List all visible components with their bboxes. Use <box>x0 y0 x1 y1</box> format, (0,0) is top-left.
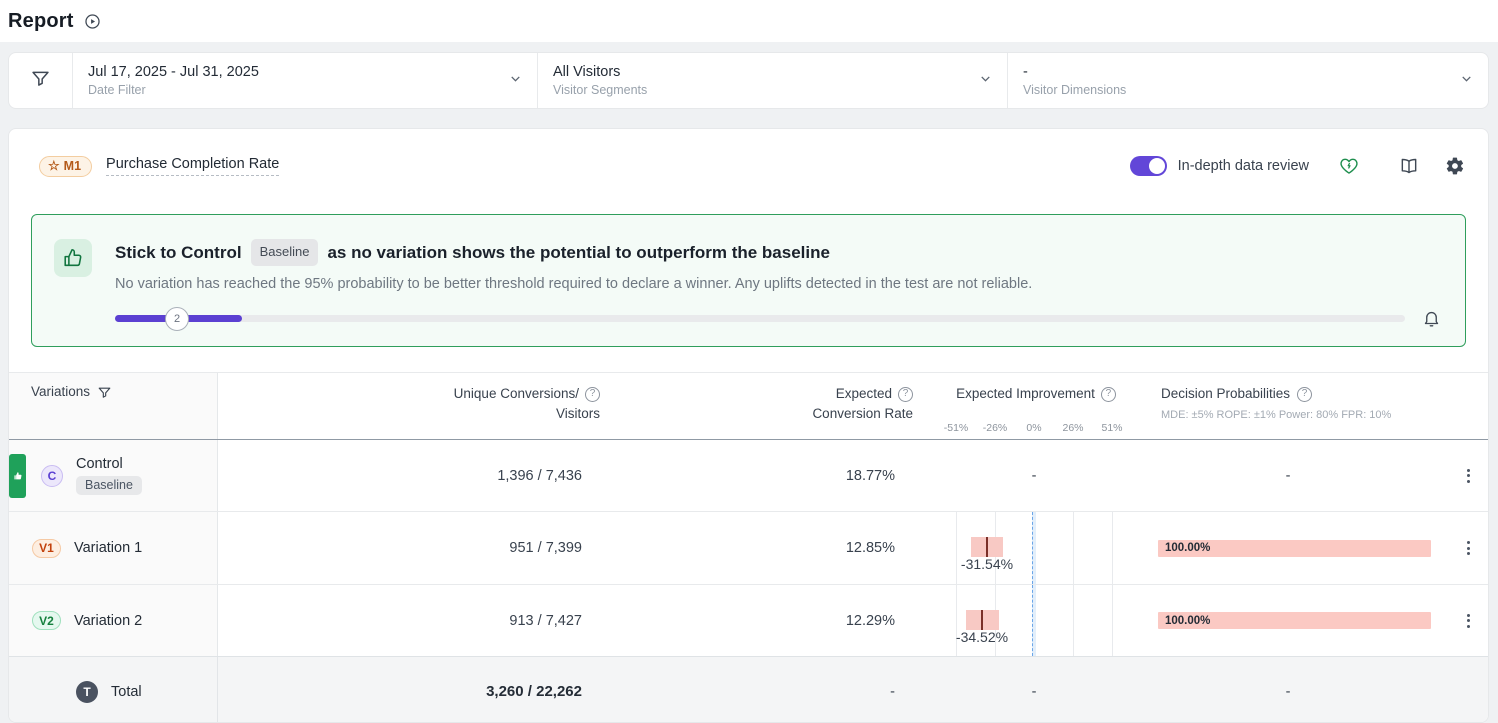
table-row-total: T Total 3,260 / 22,262 - - - <box>9 657 1488 722</box>
total-decision-cell: - <box>1141 657 1446 722</box>
confidence-interval-bar <box>966 610 999 630</box>
conversions-value: 1,396 / 7,436 <box>497 467 582 484</box>
kebab-menu-icon[interactable] <box>1446 541 1488 555</box>
variations-header: Variations <box>9 373 218 439</box>
conversions-header: Unique Conversions/ ? Visitors <box>453 386 600 421</box>
visitor-segments-dropdown[interactable]: All Visitors Visitor Segments <box>538 53 1008 108</box>
decision-cell: 100.00% <box>1141 512 1446 584</box>
variation-1-badge: V1 <box>32 538 61 558</box>
star-icon: ☆ <box>48 158 60 173</box>
chevron-down-icon <box>978 71 993 91</box>
help-icon[interactable]: ? <box>1297 386 1313 402</box>
settings-gear-icon[interactable] <box>1445 156 1465 176</box>
probability-bar: 100.00% <box>1158 539 1431 557</box>
filter-bar: Jul 17, 2025 - Jul 31, 2025 Date Filter … <box>8 52 1489 109</box>
health-heart-icon[interactable] <box>1339 156 1359 176</box>
confidence-interval-bar <box>971 537 1003 557</box>
play-circle-icon[interactable] <box>84 13 101 30</box>
filter-funnel-section[interactable] <box>9 53 73 108</box>
total-rate-value: - <box>648 657 931 722</box>
decision-probabilities-header: Decision Probabilities ? MDE: ±5% ROPE: … <box>1141 373 1446 439</box>
improvement-axis: -51% -26% 0% 26% 51% <box>943 422 1123 434</box>
total-badge: T <box>76 680 98 703</box>
decision-parameters: MDE: ±5% ROPE: ±1% Power: 80% FPR: 10% <box>1161 409 1392 421</box>
banner-subtitle: No variation has reached the 95% probabi… <box>115 276 1033 292</box>
zero-reference-line <box>1032 585 1036 656</box>
actions-header <box>1446 373 1488 439</box>
total-label: Total <box>111 683 142 700</box>
improvement-value: -34.52% <box>955 629 1009 645</box>
rate-value: 12.29% <box>845 612 895 629</box>
page-title: Report <box>8 9 74 32</box>
chevron-down-icon <box>1459 71 1474 91</box>
date-filter-label: Date Filter <box>88 83 146 97</box>
visitor-segments-label: Visitor Segments <box>553 83 648 97</box>
total-conversions-value: 3,260 / 22,262 <box>218 657 648 722</box>
metric-badge-label: M1 <box>63 158 82 173</box>
page-header: Report <box>0 0 1498 42</box>
table-row-variation-2: V2 Variation 2 913 / 7,427 12.29% -34.52… <box>9 585 1488 657</box>
kebab-menu-icon[interactable] <box>1446 468 1488 483</box>
table-row-variation-1: V1 Variation 1 951 / 7,399 12.85% -31.54… <box>9 512 1488 585</box>
bell-icon[interactable] <box>1422 309 1441 328</box>
date-filter-dropdown[interactable]: Jul 17, 2025 - Jul 31, 2025 Date Filter <box>73 53 538 108</box>
funnel-icon <box>30 68 51 94</box>
control-badge: C <box>41 464 63 487</box>
visitor-dimensions-label: Visitor Dimensions <box>1023 83 1127 97</box>
visitor-dimensions-dropdown[interactable]: - Visitor Dimensions <box>1008 53 1488 108</box>
metric-badge: ☆ M1 <box>39 155 93 177</box>
chevron-down-icon <box>508 71 523 91</box>
baseline-tag: Baseline <box>76 476 142 495</box>
visitor-segments-value: All Visitors <box>553 64 621 80</box>
docs-book-icon[interactable] <box>1399 156 1419 176</box>
zero-reference-line <box>1032 512 1036 584</box>
toggle-knob <box>1148 158 1165 174</box>
progress-track: 2 <box>115 306 1405 331</box>
improvement-chart: -34.52% <box>931 585 1141 656</box>
variation-name: Variation 1 <box>74 540 143 556</box>
conversions-value: 913 / 7,427 <box>509 612 582 629</box>
recommended-thumbs-up-tag <box>9 453 26 498</box>
variation-name: Variation 2 <box>74 612 143 629</box>
point-estimate-marker <box>986 537 988 557</box>
in-depth-toggle-label: In-depth data review <box>1177 158 1309 174</box>
in-depth-toggle[interactable] <box>1129 156 1167 176</box>
results-table: Variations Unique Conversions/ ? Visitor… <box>9 372 1488 722</box>
date-filter-value: Jul 17, 2025 - Jul 31, 2025 <box>88 64 259 80</box>
help-icon[interactable]: ? <box>1100 386 1116 402</box>
variation-name: Control <box>76 456 123 472</box>
rate-value: 18.77% <box>845 467 895 484</box>
progress-step-marker: 2 <box>165 306 189 331</box>
table-header: Variations Unique Conversions/ ? Visitor… <box>9 373 1488 440</box>
recommendation-banner: Stick to Control Baseline as no variatio… <box>31 214 1466 347</box>
variations-filter-icon[interactable] <box>97 385 112 400</box>
decision-cell: 100.00% <box>1141 585 1446 656</box>
conversions-value: 951 / 7,399 <box>509 540 582 556</box>
kebab-menu-icon[interactable] <box>1446 613 1488 628</box>
rate-value: 12.85% <box>845 540 895 556</box>
total-improvement-cell: - <box>931 657 1141 722</box>
probability-bar: 100.00% <box>1158 612 1431 629</box>
point-estimate-marker <box>981 610 983 630</box>
improvement-value: -31.54% <box>960 556 1014 572</box>
banner-title-pre: Stick to Control <box>115 242 242 262</box>
banner-title-post: as no variation shows the potential to o… <box>327 242 830 262</box>
help-icon[interactable]: ? <box>898 386 913 402</box>
help-icon[interactable]: ? <box>585 386 600 402</box>
visitor-dimensions-value: - <box>1023 64 1028 80</box>
variation-2-badge: V2 <box>32 611 61 630</box>
metric-name[interactable]: Purchase Completion Rate <box>106 156 280 176</box>
report-card: ☆ M1 Purchase Completion Rate In-depth d… <box>8 128 1489 723</box>
expected-improvement-header: Expected Improvement ? -51% -26% 0% 26% … <box>931 373 1141 439</box>
baseline-badge: Baseline <box>250 239 319 266</box>
improvement-cell: - <box>1031 467 1037 484</box>
thumbs-up-icon <box>54 239 92 277</box>
improvement-chart: -31.54% <box>931 512 1141 584</box>
table-row-control: C Control Baseline 1,396 / 7,436 18.77% … <box>9 440 1488 512</box>
banner-title: Stick to Control Baseline as no variatio… <box>115 239 1441 266</box>
metric-row: ☆ M1 Purchase Completion Rate In-depth d… <box>9 151 1488 181</box>
test-progress: 2 <box>115 306 1441 331</box>
expected-rate-header: Expected ? Conversion Rate <box>812 386 913 421</box>
decision-cell: - <box>1285 467 1291 484</box>
